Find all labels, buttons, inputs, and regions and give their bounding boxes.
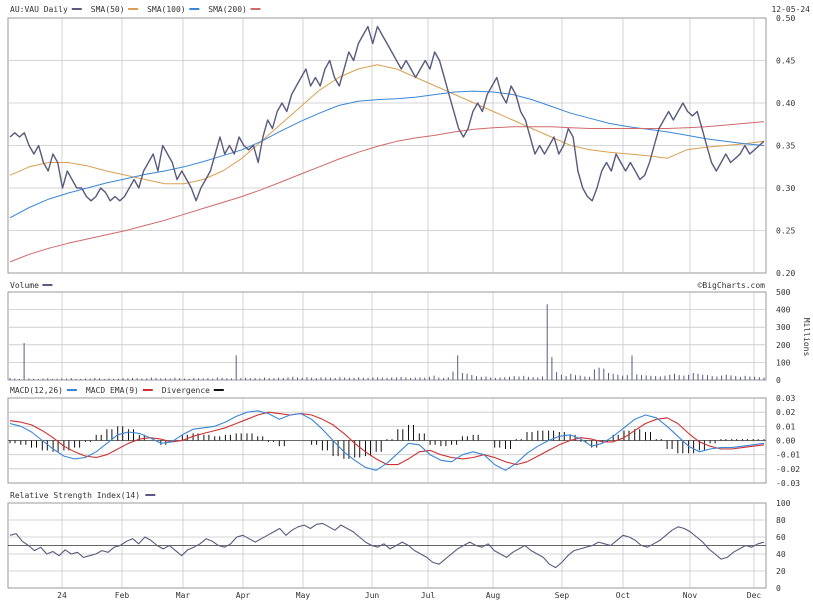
x-tick-label: 24 [57, 591, 67, 600]
x-tick-label: Jul [421, 591, 436, 600]
legend-label: MACD EMA(9) [86, 386, 139, 395]
x-tick-label: Mar [176, 591, 191, 600]
legend-label: SMA(50) [91, 5, 125, 14]
price-series-group [9, 25, 765, 263]
macd-y-ticks: 0.03 0.02 0.01 0.00 -0.01 -0.02 -0.03 [776, 394, 800, 488]
legend-label: Volume [10, 281, 39, 290]
y-tick-label: 0.40 [776, 99, 795, 108]
volume-unit-label: Millions [802, 318, 811, 357]
rsi-series-group [8, 522, 766, 569]
y-tick-label: 0.20 [776, 269, 795, 278]
volume-bars [9, 304, 765, 380]
macd-series-group [8, 410, 766, 471]
price-y-ticks: 0.50 0.45 0.40 0.35 0.30 0.25 0.20 [776, 14, 795, 278]
x-tick-label: Feb [115, 591, 130, 600]
credit-label: ©BigCharts.com [698, 281, 766, 290]
x-tick-label: Oct [616, 591, 631, 600]
legend-label: AU:VAU Daily [10, 5, 68, 14]
y-tick-label: 40 [776, 550, 786, 559]
price-line [9, 25, 765, 202]
y-tick-label: 500 [776, 288, 791, 297]
y-tick-label: 400 [776, 306, 791, 315]
y-tick-label: 0.45 [776, 57, 795, 66]
ema-line [9, 411, 765, 466]
y-tick-label: 0 [776, 376, 781, 385]
x-tick-label: Nov [683, 591, 698, 600]
macd-legend: MACD(12,26) MACD EMA(9) Divergence [10, 386, 224, 395]
legend-label: MACD(12,26) [10, 386, 63, 395]
volume-legend: Volume [10, 281, 53, 290]
chart-date: 12-05-24 [771, 5, 810, 14]
sma50-line [9, 64, 765, 185]
y-tick-label: 60 [776, 533, 786, 542]
y-tick-label: 20 [776, 567, 786, 576]
x-tick-label: Jun [365, 591, 380, 600]
price-panel: 0.50 0.45 0.40 0.35 0.30 0.25 0.20 AU:VAU Dail… [7, 5, 810, 278]
x-tick-label: Apr [236, 591, 251, 600]
y-tick-label: 0.50 [776, 14, 795, 23]
rsi-legend: Relative Strength Index(14) [10, 491, 156, 500]
x-axis: 24 Feb Mar Apr May Jun Jul Aug Sep Oct Nov Dec [57, 591, 761, 600]
y-tick-label: 200 [776, 341, 791, 350]
volume-y-ticks: 500 400 300 200 100 0 [776, 288, 791, 385]
price-legend: AU:VAU Daily SMA(50) SMA(100) SMA(200) [10, 5, 261, 14]
y-tick-label: -0.03 [776, 479, 800, 488]
y-tick-label: 0 [776, 584, 781, 593]
y-tick-label: 100 [776, 358, 791, 367]
legend-label: SMA(200) [208, 5, 247, 14]
x-tick-label: Aug [486, 591, 501, 600]
y-tick-label: 0.00 [776, 437, 795, 446]
volume-grid [8, 292, 766, 380]
x-tick-label: Dec [747, 591, 762, 600]
y-tick-label: 0.25 [776, 227, 795, 236]
rsi-panel: 100 80 60 40 20 0 Relative Strength Index(14) [7, 491, 791, 593]
y-tick-label: 0.30 [776, 184, 795, 193]
macd-panel: 0.03 0.02 0.01 0.00 -0.01 -0.02 -0.03 MACD(12,… [7, 386, 800, 488]
y-tick-label: 80 [776, 516, 786, 525]
macd-line [9, 410, 765, 471]
y-tick-label: 300 [776, 323, 791, 332]
x-tick-label: May [296, 591, 311, 600]
price-grid [8, 18, 766, 273]
y-tick-label: -0.01 [776, 451, 800, 460]
x-tick-label: Sep [555, 591, 570, 600]
y-tick-label: 0.03 [776, 394, 795, 403]
y-tick-label: 0.35 [776, 142, 795, 151]
y-tick-label: 100 [776, 499, 791, 508]
rsi-y-ticks: 100 80 60 40 20 0 [776, 499, 791, 593]
rsi-line [9, 522, 765, 569]
volume-panel: 500 400 300 200 100 0 Volume ©BigCharts.com M… [7, 281, 811, 385]
y-tick-label: 0.01 [776, 422, 795, 431]
legend-label: Divergence [162, 386, 210, 395]
sma200-line [9, 121, 765, 263]
y-tick-label: 0.02 [776, 408, 795, 417]
legend-label: Relative Strength Index(14) [10, 491, 140, 500]
legend-label: SMA(100) [147, 5, 186, 14]
y-tick-label: -0.02 [776, 465, 800, 474]
